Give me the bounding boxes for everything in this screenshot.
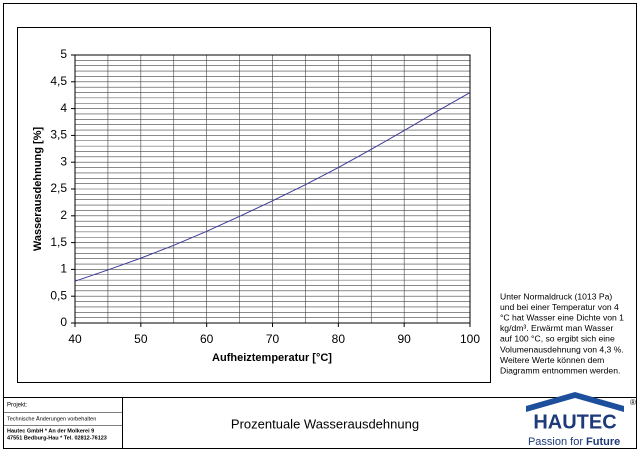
x-axis-label: Aufheiztemperatur [°C] xyxy=(212,352,332,364)
x-tick-label: 40 xyxy=(68,332,82,346)
note-line: Volumenausdehnung von 4,3 %. xyxy=(500,344,624,354)
y-tick-label: 4,5 xyxy=(50,74,67,88)
footer-project: Projekt: xyxy=(7,403,28,409)
y-tick-label: 0 xyxy=(60,315,67,329)
x-tick-label: 50 xyxy=(134,332,148,346)
logo: HAUTEC ® Passion for Future xyxy=(526,392,636,448)
note-line: auf 100 °C, so ergibt sich eine xyxy=(500,334,615,344)
logo-name: HAUTEC xyxy=(533,411,616,433)
y-tick-label: 0,5 xyxy=(50,288,67,302)
y-axis-label: Wasserausdehnung [%] xyxy=(32,127,44,252)
logo-registered: ® xyxy=(630,398,636,407)
x-tick-label: 100 xyxy=(460,332,480,346)
x-tick-label: 80 xyxy=(332,332,346,346)
note-line: Diagramm entnommen werden. xyxy=(500,365,620,375)
x-tick-label: 90 xyxy=(397,332,411,346)
y-tick-label: 1 xyxy=(60,262,67,276)
logo-roof xyxy=(526,392,624,412)
note-line: Weitere Werte können dem xyxy=(500,355,604,365)
footer-address: Hautec GmbH * An der Molkerei 9 xyxy=(7,428,94,434)
x-tick-label: 70 xyxy=(266,332,280,346)
footer-disclaimer: Technische Änderungen vorbehalten xyxy=(7,415,96,422)
data-line xyxy=(74,92,471,282)
x-tick-label: 60 xyxy=(200,332,214,346)
y-tick-label: 3,5 xyxy=(50,128,67,142)
y-tick-label: 3 xyxy=(60,154,67,168)
logo-tagline: Passion for xyxy=(528,436,583,448)
y-tick-label: 2,5 xyxy=(50,181,67,195)
footer-title: Prozentuale Wasserausdehnung xyxy=(231,416,419,431)
y-tick-label: 4 xyxy=(60,101,67,115)
y-tick-label: 1,5 xyxy=(50,235,67,249)
note-line: Unter Normaldruck (1013 Pa) xyxy=(500,291,612,301)
page-border xyxy=(3,3,637,449)
note-line: kg/dm³. Erwärmt man Wasser xyxy=(500,323,613,333)
y-tick-label: 2 xyxy=(60,208,67,222)
chart-frame xyxy=(17,27,491,383)
note-line: °C hat Wasser eine Dichte von 1 xyxy=(500,312,624,322)
note-line: und bei einer Temperatur von 4 xyxy=(500,302,619,312)
footer-address: 47551 Bedburg-Hau * Tel. 02812-76123 xyxy=(7,435,107,441)
y-tick-label: 5 xyxy=(60,47,67,61)
logo-tagline: Future xyxy=(586,436,620,448)
